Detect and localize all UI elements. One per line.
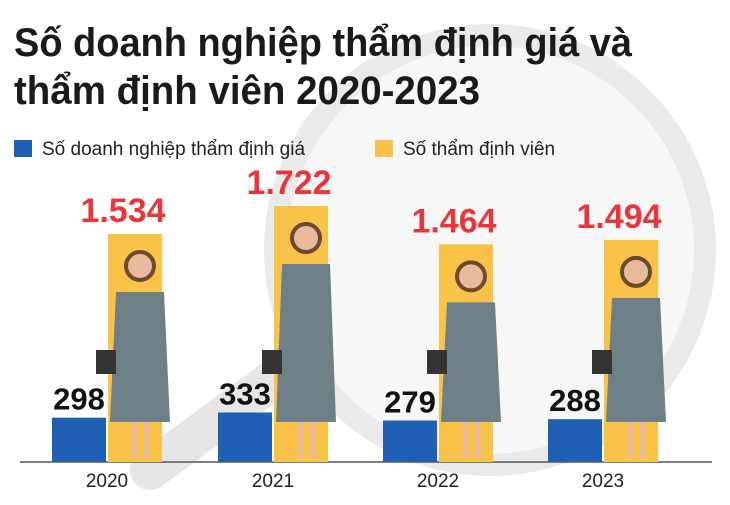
- data-label: 1.494: [576, 198, 661, 236]
- figure-decoration: [262, 350, 282, 374]
- figure-decoration: [144, 422, 149, 458]
- figure-decoration: [620, 255, 652, 288]
- legend-swatch: [14, 140, 32, 157]
- figure-decoration: [298, 422, 303, 458]
- legend-label: Số thẩm định viên: [403, 139, 555, 160]
- legend-swatch: [375, 140, 393, 157]
- data-label: 298: [53, 382, 105, 417]
- data-label: 288: [549, 383, 601, 418]
- figure-decoration: [96, 350, 116, 374]
- figure-decoration: [276, 264, 336, 422]
- figure-decoration: [455, 260, 487, 293]
- data-label: 1.464: [411, 202, 496, 240]
- bar: [383, 420, 437, 462]
- figure-decoration: [132, 422, 137, 458]
- data-label: 279: [384, 385, 436, 420]
- figure-decoration: [606, 297, 666, 422]
- x-tick-label: 2021: [252, 471, 294, 492]
- figure-decoration: [475, 422, 480, 458]
- figure-decoration: [592, 350, 612, 374]
- figure-decoration: [628, 422, 633, 458]
- figure-decoration: [310, 422, 315, 458]
- legend-label: Số doanh nghiệp thẩm định giá: [42, 139, 305, 160]
- figure-decoration: [427, 350, 447, 374]
- x-tick-label: 2020: [86, 471, 128, 492]
- figure-decoration: [124, 249, 156, 282]
- data-label: 1.534: [80, 192, 165, 230]
- figure-decoration: [290, 222, 322, 254]
- bar: [218, 412, 272, 462]
- bar: [548, 419, 602, 462]
- figure-decoration: [110, 291, 170, 422]
- x-tick-label: 2023: [582, 471, 624, 492]
- chart-title: thẩm định viên 2020-2023: [14, 69, 480, 113]
- figure-decoration: [463, 422, 468, 458]
- chart-title: Số doanh nghiệp thẩm định giá và: [14, 21, 633, 65]
- figure-decoration: [640, 422, 645, 458]
- bar: [52, 417, 106, 462]
- figure-decoration: [441, 302, 501, 422]
- data-label: 1.722: [246, 164, 331, 202]
- data-label: 333: [219, 376, 271, 411]
- x-tick-label: 2022: [417, 471, 459, 492]
